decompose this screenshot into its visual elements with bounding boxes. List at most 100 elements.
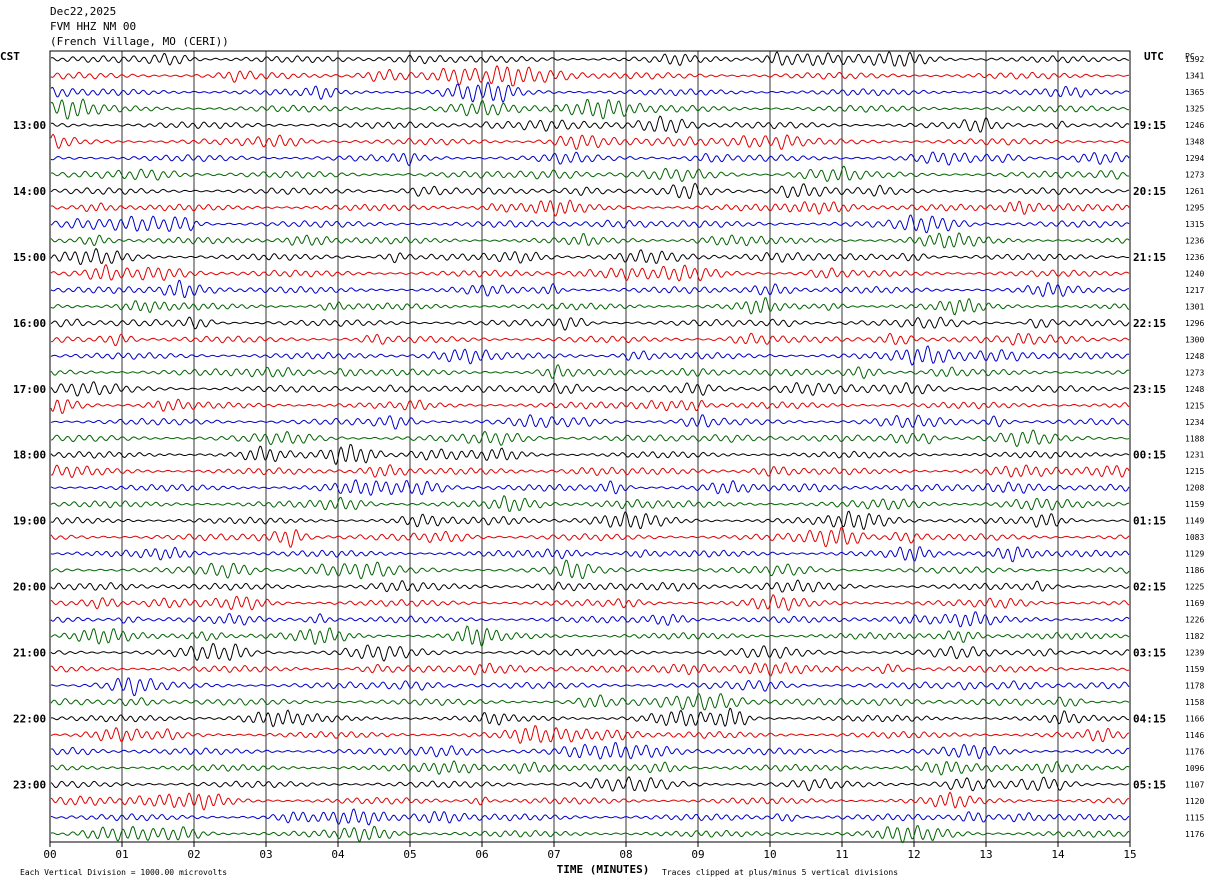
seismic-trace	[50, 479, 1130, 497]
seismic-trace	[50, 443, 1130, 466]
trace-pc-value: 1248	[1185, 352, 1204, 361]
seismic-trace	[50, 133, 1130, 150]
seismic-trace	[50, 707, 1130, 728]
seismic-trace	[50, 364, 1130, 380]
seismic-trace	[50, 232, 1130, 249]
x-axis-label: TIME (MINUTES)	[557, 863, 650, 876]
trace-pc-value: 1294	[1185, 154, 1204, 163]
trace-pc-value: 1231	[1185, 451, 1204, 460]
utc-hour-label: 03:15	[1133, 646, 1166, 659]
trace-pc-value: 1176	[1185, 747, 1204, 756]
seismic-trace	[50, 64, 1130, 87]
x-tick-label: 08	[619, 848, 632, 861]
trace-pc-value: 1226	[1185, 616, 1204, 625]
seismic-trace	[50, 625, 1130, 648]
seismic-trace	[50, 825, 1130, 844]
utc-hour-label: 23:15	[1133, 383, 1166, 396]
trace-pc-value: 1166	[1185, 714, 1204, 723]
x-tick-label: 12	[907, 848, 920, 861]
seismic-trace	[50, 611, 1130, 628]
pc-column-label: PC	[1185, 52, 1195, 61]
seismic-trace	[50, 199, 1130, 217]
trace-pc-value: 1120	[1185, 797, 1204, 806]
seismic-trace	[50, 725, 1130, 745]
seismic-trace	[50, 808, 1130, 826]
seismic-trace	[50, 247, 1130, 265]
utc-hour-label: 21:15	[1133, 251, 1166, 264]
trace-pc-value: 1392	[1185, 55, 1204, 64]
trace-pc-value: 1083	[1185, 533, 1204, 542]
trace-pc-value: 1215	[1185, 467, 1204, 476]
x-tick-label: 14	[1051, 848, 1065, 861]
trace-pc-value: 1115	[1185, 813, 1204, 822]
trace-pc-value: 1236	[1185, 253, 1204, 262]
x-tick-label: 01	[115, 848, 128, 861]
seismic-trace	[50, 297, 1130, 316]
utc-hour-label: 04:15	[1133, 712, 1166, 725]
utc-hour-label: 22:15	[1133, 317, 1166, 330]
trace-pc-value: 1341	[1185, 72, 1204, 81]
seismic-trace	[50, 594, 1130, 611]
trace-pc-value: 1186	[1185, 566, 1204, 575]
trace-pc-value: 1325	[1185, 105, 1204, 114]
plot-frame	[49, 50, 1131, 843]
trace-pc-value: 1240	[1185, 269, 1204, 278]
x-tick-label: 05	[403, 848, 416, 861]
cst-hour-label: 15:00	[13, 251, 46, 264]
trace-pc-value: 1273	[1185, 171, 1204, 180]
x-tick-label: 03	[259, 848, 272, 861]
trace-pc-value: 1261	[1185, 187, 1204, 196]
cst-hour-label: 21:00	[13, 646, 46, 659]
x-tick-label: 07	[547, 848, 560, 861]
cst-hour-label: 14:00	[13, 185, 46, 198]
seismic-trace	[50, 182, 1130, 199]
seismic-trace	[50, 263, 1130, 282]
seismic-trace	[50, 151, 1130, 167]
trace-pc-value: 1158	[1185, 698, 1204, 707]
trace-pc-value: 1159	[1185, 500, 1204, 509]
trace-pc-value: 1315	[1185, 220, 1204, 229]
trace-pc-value: 1236	[1185, 237, 1204, 246]
trace-pc-value: 1301	[1185, 302, 1204, 311]
trace-pc-value: 1365	[1185, 88, 1204, 97]
x-tick-label: 00	[43, 848, 56, 861]
trace-pc-value: 1107	[1185, 780, 1204, 789]
x-tick-label: 09	[691, 848, 704, 861]
utc-hour-label: 05:15	[1133, 778, 1166, 791]
utc-hour-label: 00:15	[1133, 449, 1166, 462]
plot-date: Dec22,2025	[50, 5, 117, 18]
vertical-division-note: Each Vertical Division = 1000.00 microvo…	[20, 868, 227, 877]
seismic-trace	[50, 279, 1130, 299]
utc-hour-label: 02:15	[1133, 581, 1166, 594]
trace-pc-value: 1146	[1185, 731, 1204, 740]
trace-pc-value: 1296	[1185, 319, 1204, 328]
x-tick-label: 06	[475, 848, 488, 861]
seismic-trace	[50, 165, 1130, 183]
trace-pc-value: 1248	[1185, 385, 1204, 394]
x-tick-label: 15	[1123, 848, 1136, 861]
seismic-trace	[50, 692, 1130, 711]
x-tick-label: 02	[187, 848, 200, 861]
seismic-trace	[50, 98, 1130, 120]
trace-pc-value: 1348	[1185, 138, 1204, 147]
trace-pc-value: 1182	[1185, 632, 1204, 641]
seismic-trace	[50, 791, 1130, 811]
trace-pc-value: 1300	[1185, 335, 1204, 344]
trace-pc-value: 1208	[1185, 484, 1204, 493]
trace-pc-value: 1096	[1185, 764, 1204, 773]
cst-hour-label: 23:00	[13, 778, 46, 791]
trace-pc-value: 1295	[1185, 204, 1204, 213]
cst-hour-label: 20:00	[13, 581, 46, 594]
trace-pc-value: 1169	[1185, 599, 1204, 608]
cst-hour-label: 16:00	[13, 317, 46, 330]
left-timezone-label: CST	[0, 50, 20, 63]
seismic-trace	[50, 579, 1130, 593]
trace-pc-value: 1225	[1185, 583, 1204, 592]
x-tick-label: 10	[763, 848, 776, 861]
seismic-trace	[50, 51, 1130, 67]
seismic-trace	[50, 742, 1130, 760]
cst-hour-label: 17:00	[13, 383, 46, 396]
seismic-trace	[50, 494, 1130, 513]
seismic-trace	[50, 345, 1130, 366]
